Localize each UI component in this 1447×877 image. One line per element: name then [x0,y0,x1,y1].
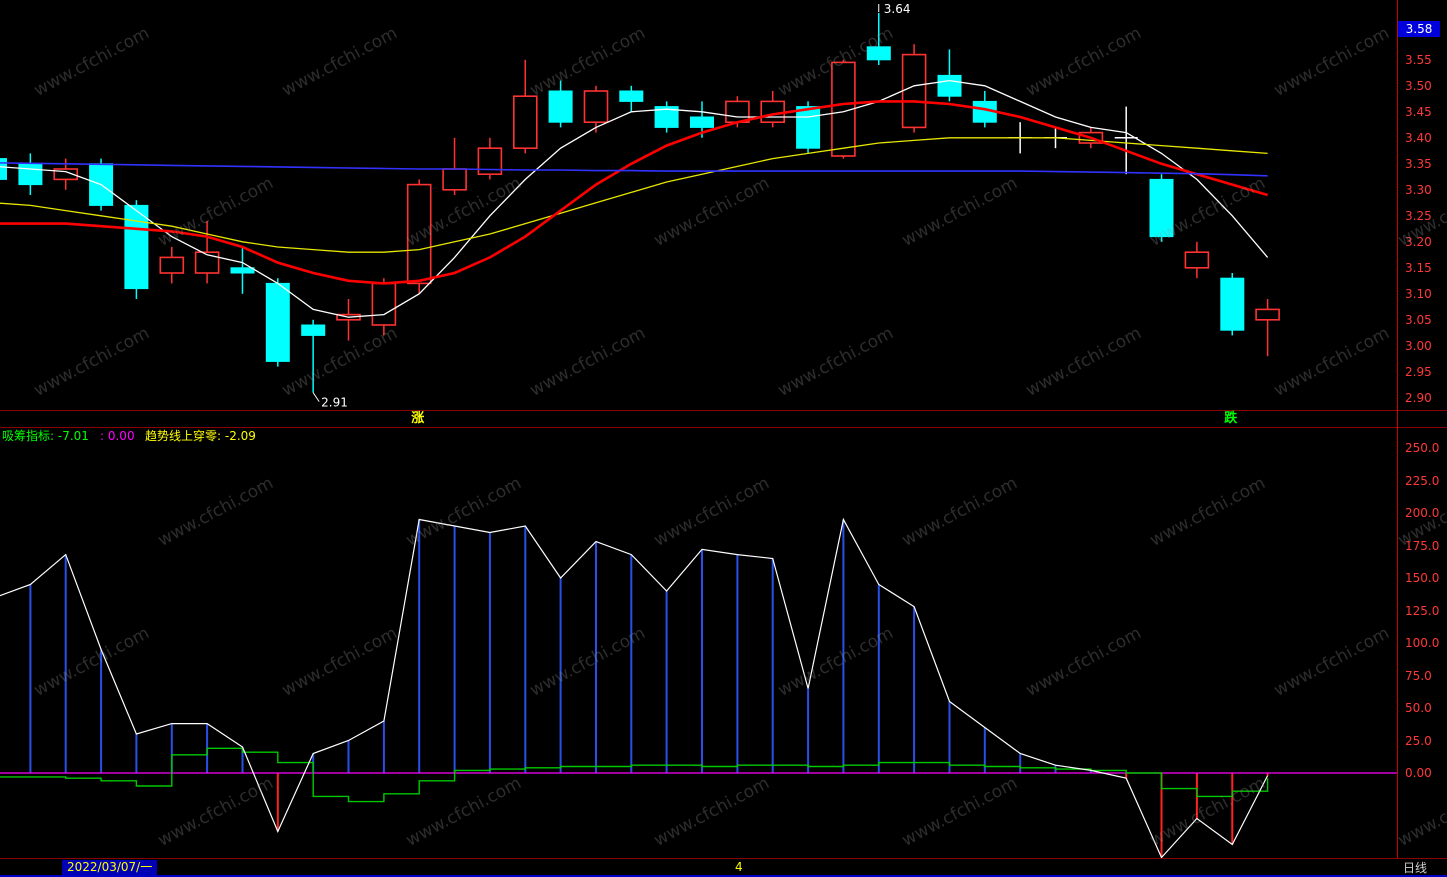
candle-up [53,168,79,181]
indicator-chart[interactable] [0,445,1397,858]
indicator-tick: 150.0 [1405,571,1440,585]
status-bar: 2022/03/07/一 4 [0,859,1447,877]
ma-mid-yellow [0,137,1268,253]
candle-up [760,100,786,124]
price-tick: 3.05 [1405,312,1432,327]
price-tick: 3.35 [1405,156,1432,171]
indicator-header: 吸筹指标: -7.01 : 0.00 趋势线上穿零: -2.09 [0,428,1397,444]
candle-up [831,61,856,157]
candle-up [477,147,503,175]
price-tick: 3.15 [1405,260,1432,275]
candle-up [583,90,609,124]
ma-slow-red [0,100,1268,285]
candle-down [866,46,891,61]
indicator-tick: 100.0 [1405,636,1440,650]
price-tick: 3.50 [1405,78,1432,93]
high-price-annotation: 3.64 [884,2,911,16]
price-tick: 2.95 [1405,364,1432,379]
signal-rise: 涨 [411,411,425,426]
current-price-badge: 3.58 [1398,21,1440,37]
price-tick: 3.00 [1405,338,1432,353]
panel-divider-bottom [0,858,1447,859]
candle-up [1255,308,1280,321]
annotation-line [312,392,320,402]
kline-chart[interactable]: 3.64 2.91 [0,0,1397,410]
low-price-annotation: 2.91 [321,396,348,410]
ma-fast-white [0,79,1269,318]
green-step-line [0,747,1269,803]
indicator-tick: 0.00 [1405,766,1432,780]
indicator-tick: 50.0 [1405,701,1432,715]
candle-up [901,53,927,129]
candle-down [937,74,962,97]
candle-down [1220,277,1245,331]
scroll-position-marker: 4 [735,860,743,874]
price-tick: 3.55 [1405,52,1432,67]
ma-long-blue [0,162,1268,177]
indicator-value-yellow: 趋势线上穿零: -2.09 [145,429,256,443]
price-tick: 3.10 [1405,286,1432,301]
candle-up [442,168,467,191]
candle-down [619,90,644,102]
indicator-value-magenta: : 0.00 [100,429,135,443]
date-label: 2022/03/07/一 [62,860,158,875]
candle-up [512,95,538,149]
indicator-tick: 175.0 [1405,538,1440,553]
candle-down [265,282,290,362]
price-tick: 3.25 [1405,208,1432,223]
price-axis: 3.58 3.55 3.50 3.45 3.40 3.35 3.30 3.25 3.20 3.1… [1398,0,1447,877]
price-tick: 3.40 [1405,130,1432,145]
price-tick: 3.30 [1405,182,1432,197]
signal-fall: 跌 [1224,411,1238,426]
candle-down [796,106,821,149]
indicator-tick: 75.0 [1405,668,1432,683]
candle-down [18,163,43,186]
price-tick: 2.90 [1405,390,1432,405]
candle-down [230,267,255,274]
candle-down [301,324,326,336]
indicator-tick: 125.0 [1405,603,1440,618]
price-tick: 3.20 [1405,234,1432,249]
panel-divider-mid [0,427,1447,428]
candle-down [690,116,714,128]
candle-up [1184,251,1210,269]
candle-up [194,251,220,274]
candle-up [406,183,432,285]
period-label[interactable]: 日线 [1403,861,1428,875]
signal-strip: 涨跌 [0,411,1397,427]
panel-divider-top [0,410,1447,411]
axis-divider [1397,0,1398,858]
indicator-tick: 225.0 [1405,473,1440,488]
indicator-value-green: 吸筹指标: -7.01 [2,429,89,443]
indicator-white-line [0,517,1269,858]
candle-down [548,90,573,123]
candle-up [725,100,750,124]
candle-down [654,106,679,128]
price-tick: 3.45 [1405,104,1432,119]
candle-down [1149,178,1174,238]
candle-down [124,204,149,290]
indicator-tick: 200.0 [1405,506,1440,520]
candle-up [159,256,185,274]
indicator-tick: 25.0 [1405,733,1432,748]
indicator-tick: 250.0 [1405,441,1440,455]
candle-down [0,158,7,180]
candle-up [371,282,397,326]
